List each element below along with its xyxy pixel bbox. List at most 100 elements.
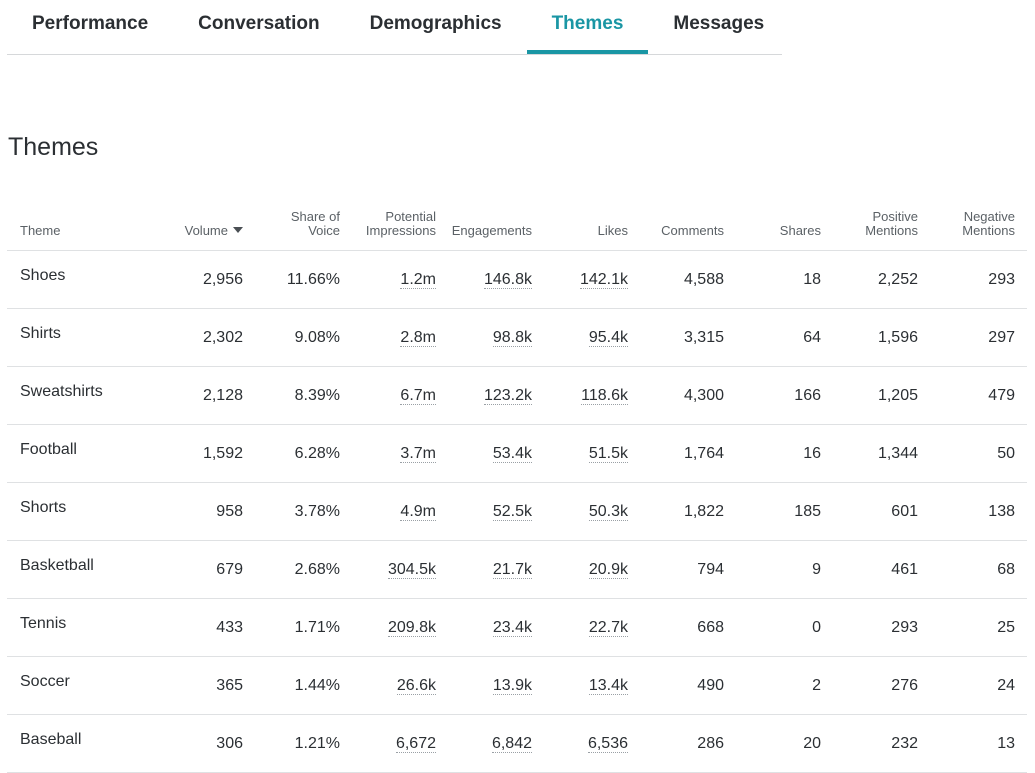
caret-down-icon[interactable]: [233, 226, 243, 233]
shares-value: 166: [736, 366, 833, 425]
positive-mentions-value: 601: [833, 482, 930, 541]
share-of-voice-value: 1.71%: [255, 598, 352, 657]
volume-value: 958: [163, 482, 255, 541]
comments-value: 3,315: [640, 308, 736, 367]
impressions-value[interactable]: 2.8m: [400, 328, 436, 347]
likes-value[interactable]: 142.1k: [579, 270, 628, 289]
likes-value[interactable]: 6,536: [587, 734, 628, 753]
positive-mentions-value: 1,205: [833, 366, 930, 425]
header-potential-impressions[interactable]: Potential Impressions: [352, 205, 448, 251]
positive-mentions-value: 276: [833, 656, 930, 715]
theme-name: Shoes: [7, 250, 163, 309]
volume-value: 365: [163, 656, 255, 715]
theme-name: Tennis: [7, 598, 163, 657]
likes-value[interactable]: 118.6k: [581, 386, 628, 405]
engagements-value[interactable]: 13.9k: [492, 676, 532, 695]
theme-name: Shorts: [7, 482, 163, 541]
shares-value: 16: [736, 424, 833, 483]
negative-mentions-value: 293: [930, 250, 1027, 309]
header-comments[interactable]: Comments: [640, 205, 736, 251]
impressions-value[interactable]: 4.9m: [400, 502, 436, 521]
shares-value: 64: [736, 308, 833, 367]
theme-name: Football: [7, 424, 163, 483]
theme-name: Shirts: [7, 308, 163, 367]
volume-value: 1,592: [163, 424, 255, 483]
table-row: Tennis 433 1.71% 209.8k 23.4k 22.7k 668 …: [7, 598, 1027, 657]
engagements-value[interactable]: 23.4k: [492, 618, 532, 637]
likes-value[interactable]: 20.9k: [588, 560, 628, 579]
comments-value: 490: [640, 656, 736, 715]
likes-value[interactable]: 50.3k: [588, 502, 628, 521]
header-shares[interactable]: Shares: [736, 205, 833, 251]
impressions-value[interactable]: 304.5k: [387, 560, 436, 579]
volume-value: 2,302: [163, 308, 255, 367]
tab-messages[interactable]: Messages: [673, 13, 765, 34]
tab-conversation[interactable]: Conversation: [198, 13, 320, 34]
share-of-voice-value: 9.08%: [255, 308, 352, 367]
positive-mentions-value: 1,344: [833, 424, 930, 483]
engagements-value[interactable]: 21.7k: [492, 560, 532, 579]
likes-value[interactable]: 95.4k: [588, 328, 628, 347]
engagements-value[interactable]: 52.5k: [492, 502, 532, 521]
share-of-voice-value: 2.68%: [255, 540, 352, 599]
comments-value: 4,300: [640, 366, 736, 425]
positive-mentions-value: 461: [833, 540, 930, 599]
impressions-value[interactable]: 26.6k: [396, 676, 436, 695]
engagements-value[interactable]: 146.8k: [483, 270, 532, 289]
negative-mentions-value: 13: [930, 714, 1027, 773]
shares-value: 2: [736, 656, 833, 715]
header-engagements[interactable]: Engagements: [448, 205, 544, 251]
engagements-value[interactable]: 53.4k: [492, 444, 532, 463]
impressions-value[interactable]: 6.7m: [400, 386, 436, 405]
shares-value: 9: [736, 540, 833, 599]
impressions-value[interactable]: 6,672: [395, 734, 436, 753]
tab-demographics[interactable]: Demographics: [369, 13, 502, 34]
impressions-value[interactable]: 1.2m: [400, 270, 436, 289]
share-of-voice-value: 1.44%: [255, 656, 352, 715]
header-volume[interactable]: Volume: [163, 205, 255, 251]
theme-name: Basketball: [7, 540, 163, 599]
positive-mentions-value: 232: [833, 714, 930, 773]
negative-mentions-value: 25: [930, 598, 1027, 657]
negative-mentions-value: 297: [930, 308, 1027, 367]
table-row: Shorts 958 3.78% 4.9m 52.5k 50.3k 1,822 …: [7, 482, 1027, 541]
comments-value: 4,588: [640, 250, 736, 309]
comments-value: 1,822: [640, 482, 736, 541]
likes-value[interactable]: 22.7k: [588, 618, 628, 637]
tab-themes[interactable]: Themes: [526, 0, 649, 54]
table-row: Shoes 2,956 11.66% 1.2m 146.8k 142.1k 4,…: [7, 250, 1027, 309]
header-share-of-voice[interactable]: Share of Voice: [255, 205, 352, 251]
table-row: Baseball 306 1.21% 6,672 6,842 6,536 286…: [7, 714, 1027, 773]
comments-value: 794: [640, 540, 736, 599]
comments-value: 286: [640, 714, 736, 773]
impressions-value[interactable]: 3.7m: [400, 444, 436, 463]
engagements-value[interactable]: 6,842: [491, 734, 532, 753]
engagements-value[interactable]: 98.8k: [492, 328, 532, 347]
negative-mentions-value: 479: [930, 366, 1027, 425]
volume-value: 433: [163, 598, 255, 657]
negative-mentions-value: 138: [930, 482, 1027, 541]
header-theme[interactable]: Theme: [7, 205, 163, 251]
share-of-voice-value: 1.21%: [255, 714, 352, 773]
shares-value: 185: [736, 482, 833, 541]
likes-value[interactable]: 51.5k: [588, 444, 628, 463]
theme-name: Soccer: [7, 656, 163, 715]
negative-mentions-value: 24: [930, 656, 1027, 715]
volume-value: 2,128: [163, 366, 255, 425]
table-row: Soccer 365 1.44% 26.6k 13.9k 13.4k 490 2…: [7, 656, 1027, 715]
header-positive-mentions[interactable]: Positive Mentions: [833, 205, 930, 251]
positive-mentions-value: 293: [833, 598, 930, 657]
negative-mentions-value: 68: [930, 540, 1027, 599]
share-of-voice-value: 8.39%: [255, 366, 352, 425]
table-row: Shirts 2,302 9.08% 2.8m 98.8k 95.4k 3,31…: [7, 308, 1027, 367]
tab-performance[interactable]: Performance: [32, 13, 149, 34]
header-negative-mentions[interactable]: Negative Mentions: [930, 205, 1027, 251]
volume-value: 2,956: [163, 250, 255, 309]
engagements-value[interactable]: 123.2k: [483, 386, 532, 405]
header-likes[interactable]: Likes: [544, 205, 640, 251]
likes-value[interactable]: 13.4k: [588, 676, 628, 695]
comments-value: 1,764: [640, 424, 736, 483]
impressions-value[interactable]: 209.8k: [387, 618, 436, 637]
volume-value: 306: [163, 714, 255, 773]
positive-mentions-value: 2,252: [833, 250, 930, 309]
